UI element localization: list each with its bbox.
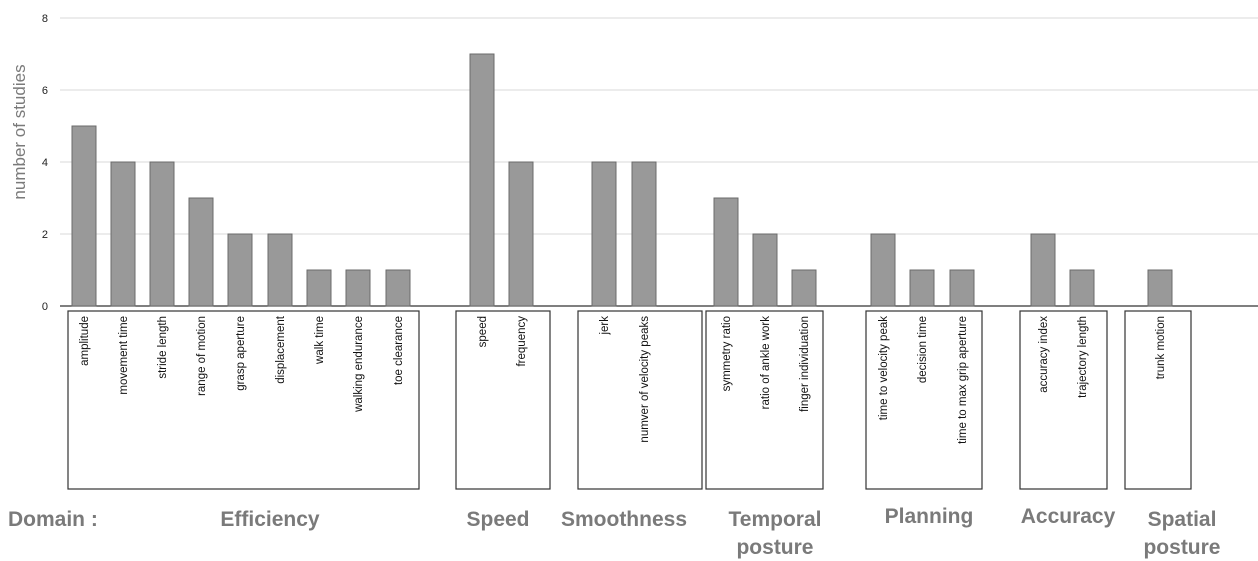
y-axis-title: number of studies <box>10 64 29 199</box>
category-label: time to velocity peak <box>878 316 890 420</box>
category-label: walking endurance <box>353 316 365 413</box>
domain-label: Efficiency <box>220 508 320 531</box>
category-label: range of motion <box>196 316 208 396</box>
bar <box>591 161 617 307</box>
domain-label: Speed <box>466 508 529 531</box>
category-label: stride length <box>157 316 169 379</box>
bar <box>508 161 534 307</box>
category-label: trajectory length <box>1077 316 1089 398</box>
domain-label: Spatial <box>1148 508 1217 531</box>
domain-label: Planning <box>885 505 974 528</box>
category-label: decision time <box>917 316 929 383</box>
category-group-box <box>1124 310 1192 490</box>
y-tick-label: 6 <box>42 85 48 97</box>
bar <box>385 269 411 307</box>
category-group-box <box>865 310 983 490</box>
domain-label: Temporal <box>729 508 822 531</box>
domain-label: Accuracy <box>1021 505 1116 528</box>
bar <box>188 197 214 307</box>
bar <box>306 269 332 307</box>
category-label: walk time <box>314 316 326 365</box>
category-group-box <box>67 310 420 490</box>
category-label: time to max grip aperture <box>957 316 969 444</box>
category-group-box <box>455 310 551 490</box>
bar <box>71 125 97 307</box>
bar <box>870 233 896 307</box>
bar <box>1030 233 1056 307</box>
category-label: grasp aperture <box>235 316 247 391</box>
y-tick-label: 4 <box>42 157 48 169</box>
y-tick-label: 0 <box>42 301 48 313</box>
bar <box>631 161 657 307</box>
category-label: trunk motion <box>1155 316 1167 379</box>
bar <box>1069 269 1095 307</box>
bar <box>469 53 495 307</box>
category-label: ratio of ankle work <box>760 316 772 410</box>
bar <box>752 233 778 307</box>
category-group-box <box>1019 310 1108 490</box>
category-label: finger individuation <box>799 316 811 412</box>
bar <box>149 161 175 307</box>
category-label: amplitude <box>79 316 91 366</box>
category-label: symmetry ratio <box>721 316 733 391</box>
domain-label: posture <box>736 536 813 559</box>
y-tick-label: 8 <box>42 13 48 25</box>
category-label: speed <box>477 316 489 347</box>
category-label: numver of velocity peaks <box>639 316 651 443</box>
bar <box>1147 269 1173 307</box>
category-label: accuracy index <box>1038 316 1050 393</box>
bar <box>345 269 371 307</box>
category-label: movement time <box>118 316 130 395</box>
domain-label: posture <box>1143 536 1220 559</box>
bar <box>267 233 293 307</box>
bar <box>227 233 253 307</box>
bar <box>949 269 975 307</box>
bar <box>909 269 935 307</box>
y-tick-label: 2 <box>42 229 48 241</box>
category-group-box <box>705 310 824 490</box>
category-label: jerk <box>599 316 611 336</box>
bar <box>110 161 136 307</box>
bar <box>713 197 739 307</box>
domain-prefix: Domain : <box>8 508 98 531</box>
category-label: displacement <box>275 315 287 384</box>
bar <box>791 269 817 307</box>
category-group-box <box>577 310 703 490</box>
category-label: toe clearance <box>393 316 405 385</box>
domain-label: Smoothness <box>561 508 687 531</box>
category-label: frequency <box>516 316 528 367</box>
